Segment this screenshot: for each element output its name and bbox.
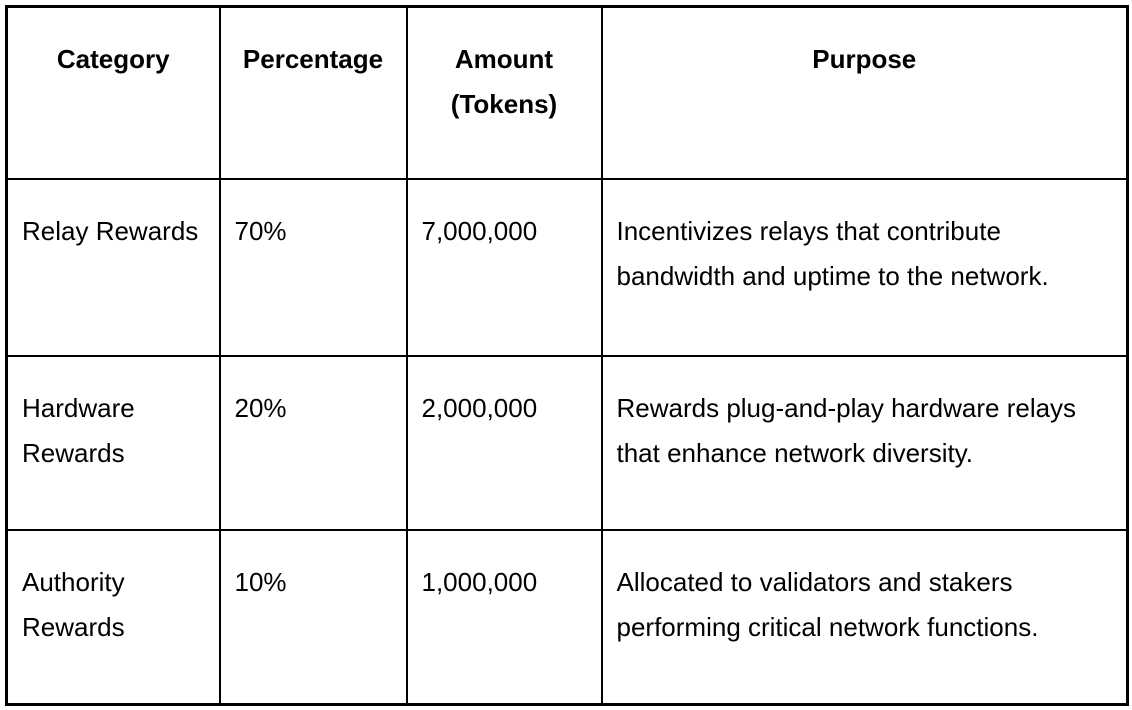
column-header-category: Category <box>5 5 221 180</box>
table-row: Authority Rewards 10% 1,000,000 Allocate… <box>5 528 1129 706</box>
column-header-purpose: Purpose <box>600 5 1129 180</box>
cell-category: Authority Rewards <box>5 528 221 706</box>
cell-amount: 2,000,000 <box>405 354 603 531</box>
cell-percentage: 20% <box>218 354 408 531</box>
column-header-amount-tokens: Amount (Tokens) <box>405 5 603 180</box>
cell-amount: 1,000,000 <box>405 528 603 706</box>
cell-purpose: Rewards plug-and-play hardware relays th… <box>600 354 1129 531</box>
cell-purpose: Allocated to validators and stakers perf… <box>600 528 1129 706</box>
column-header-percentage: Percentage <box>218 5 408 180</box>
cell-purpose: Incentivizes relays that contribute band… <box>600 177 1129 357</box>
header-row: Category Percentage Amount (Tokens) Purp… <box>5 5 1129 180</box>
table-row: Relay Rewards 70% 7,000,000 Incentivizes… <box>5 177 1129 357</box>
cell-amount: 7,000,000 <box>405 177 603 357</box>
table-row: Hardware Rewards 20% 2,000,000 Rewards p… <box>5 354 1129 531</box>
cell-category: Hardware Rewards <box>5 354 221 531</box>
cell-category: Relay Rewards <box>5 177 221 357</box>
cell-percentage: 10% <box>218 528 408 706</box>
token-allocation-table: Category Percentage Amount (Tokens) Purp… <box>5 5 1129 706</box>
cell-percentage: 70% <box>218 177 408 357</box>
